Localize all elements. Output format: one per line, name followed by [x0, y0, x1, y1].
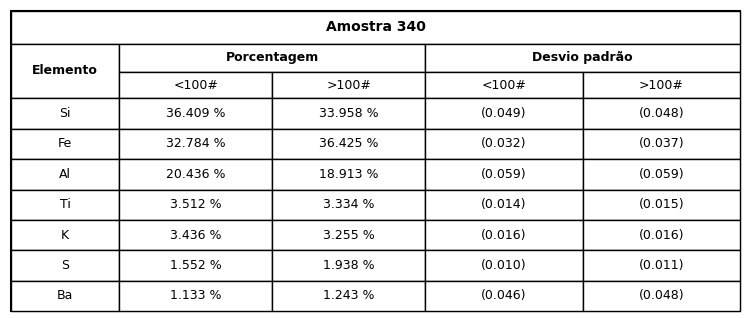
Text: (0.016): (0.016)	[481, 229, 527, 241]
Bar	[583, 281, 740, 311]
Text: 33.958 %: 33.958 %	[319, 107, 378, 120]
Text: 3.436 %: 3.436 %	[170, 229, 222, 241]
Text: (0.049): (0.049)	[481, 107, 527, 120]
Bar	[11, 220, 119, 250]
Bar	[11, 129, 119, 159]
Text: >100#: >100#	[639, 79, 684, 92]
Bar	[425, 129, 583, 159]
Bar	[11, 99, 119, 129]
Text: 1.552 %: 1.552 %	[170, 259, 222, 272]
Bar	[119, 99, 272, 129]
Text: 1.133 %: 1.133 %	[170, 289, 222, 302]
Text: <100#: <100#	[173, 79, 218, 92]
Text: (0.016): (0.016)	[639, 229, 684, 241]
Text: K: K	[61, 229, 69, 241]
Text: 3.334 %: 3.334 %	[323, 198, 374, 211]
Text: Fe: Fe	[58, 137, 73, 151]
Bar	[583, 99, 740, 129]
Text: 1.938 %: 1.938 %	[323, 259, 374, 272]
Text: >100#: >100#	[327, 79, 371, 92]
Text: (0.059): (0.059)	[638, 168, 684, 181]
Text: Ti: Ti	[60, 198, 70, 211]
Text: (0.037): (0.037)	[638, 137, 684, 151]
Text: 18.913 %: 18.913 %	[319, 168, 378, 181]
Text: (0.048): (0.048)	[638, 289, 684, 302]
Bar	[583, 189, 740, 220]
Text: S: S	[61, 259, 69, 272]
Text: Ba: Ba	[57, 289, 73, 302]
Text: (0.015): (0.015)	[638, 198, 684, 211]
Bar	[11, 189, 119, 220]
Bar	[583, 220, 740, 250]
Text: (0.059): (0.059)	[481, 168, 527, 181]
Bar	[272, 189, 425, 220]
Bar	[119, 281, 272, 311]
Text: 1.243 %: 1.243 %	[323, 289, 374, 302]
Bar	[119, 250, 272, 281]
Text: Elemento: Elemento	[32, 64, 98, 78]
Bar	[425, 220, 583, 250]
Bar	[425, 99, 583, 129]
Text: (0.046): (0.046)	[481, 289, 527, 302]
Text: Al: Al	[59, 168, 71, 181]
Bar	[425, 189, 583, 220]
Bar	[272, 250, 425, 281]
Bar	[11, 11, 740, 44]
Text: 3.255 %: 3.255 %	[323, 229, 374, 241]
Text: 32.784 %: 32.784 %	[166, 137, 225, 151]
Bar	[272, 220, 425, 250]
Text: 20.436 %: 20.436 %	[166, 168, 225, 181]
Bar	[272, 99, 425, 129]
Bar	[425, 72, 583, 99]
Text: 3.512 %: 3.512 %	[170, 198, 222, 211]
Bar	[119, 72, 272, 99]
Text: 36.425 %: 36.425 %	[319, 137, 378, 151]
Bar	[583, 129, 740, 159]
Bar	[583, 159, 740, 189]
Bar	[425, 250, 583, 281]
Bar	[425, 281, 583, 311]
Bar	[11, 159, 119, 189]
Bar	[583, 72, 740, 99]
Bar	[272, 159, 425, 189]
Bar	[11, 281, 119, 311]
Bar	[119, 220, 272, 250]
Text: Si: Si	[59, 107, 71, 120]
Bar	[119, 129, 272, 159]
Bar	[119, 44, 425, 72]
Bar	[272, 281, 425, 311]
Bar	[119, 189, 272, 220]
Bar	[425, 159, 583, 189]
Text: (0.032): (0.032)	[481, 137, 527, 151]
Text: (0.011): (0.011)	[639, 259, 684, 272]
Text: (0.014): (0.014)	[481, 198, 527, 211]
Bar	[272, 129, 425, 159]
Bar	[11, 250, 119, 281]
Bar	[583, 250, 740, 281]
Bar	[11, 44, 119, 99]
Bar	[425, 44, 740, 72]
Bar	[272, 72, 425, 99]
Text: (0.048): (0.048)	[638, 107, 684, 120]
Text: (0.010): (0.010)	[481, 259, 527, 272]
Bar	[119, 159, 272, 189]
Text: Desvio padrão: Desvio padrão	[533, 51, 633, 64]
Text: <100#: <100#	[482, 79, 527, 92]
Text: Porcentagem: Porcentagem	[225, 51, 319, 64]
Text: Amostra 340: Amostra 340	[326, 20, 425, 34]
Text: 36.409 %: 36.409 %	[166, 107, 225, 120]
